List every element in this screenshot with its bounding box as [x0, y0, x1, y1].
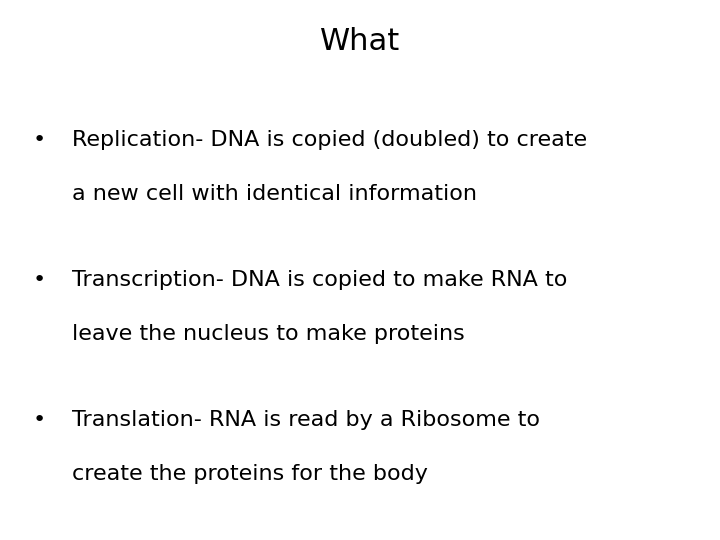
- Text: •: •: [33, 130, 46, 150]
- Text: Transcription- DNA is copied to make RNA to: Transcription- DNA is copied to make RNA…: [72, 270, 567, 290]
- Text: •: •: [33, 410, 46, 430]
- Text: create the proteins for the body: create the proteins for the body: [72, 464, 428, 484]
- Text: Translation- RNA is read by a Ribosome to: Translation- RNA is read by a Ribosome t…: [72, 410, 540, 430]
- Text: a new cell with identical information: a new cell with identical information: [72, 184, 477, 204]
- Text: •: •: [33, 270, 46, 290]
- Text: leave the nucleus to make proteins: leave the nucleus to make proteins: [72, 324, 464, 344]
- Text: What: What: [320, 27, 400, 56]
- Text: Replication- DNA is copied (doubled) to create: Replication- DNA is copied (doubled) to …: [72, 130, 587, 150]
